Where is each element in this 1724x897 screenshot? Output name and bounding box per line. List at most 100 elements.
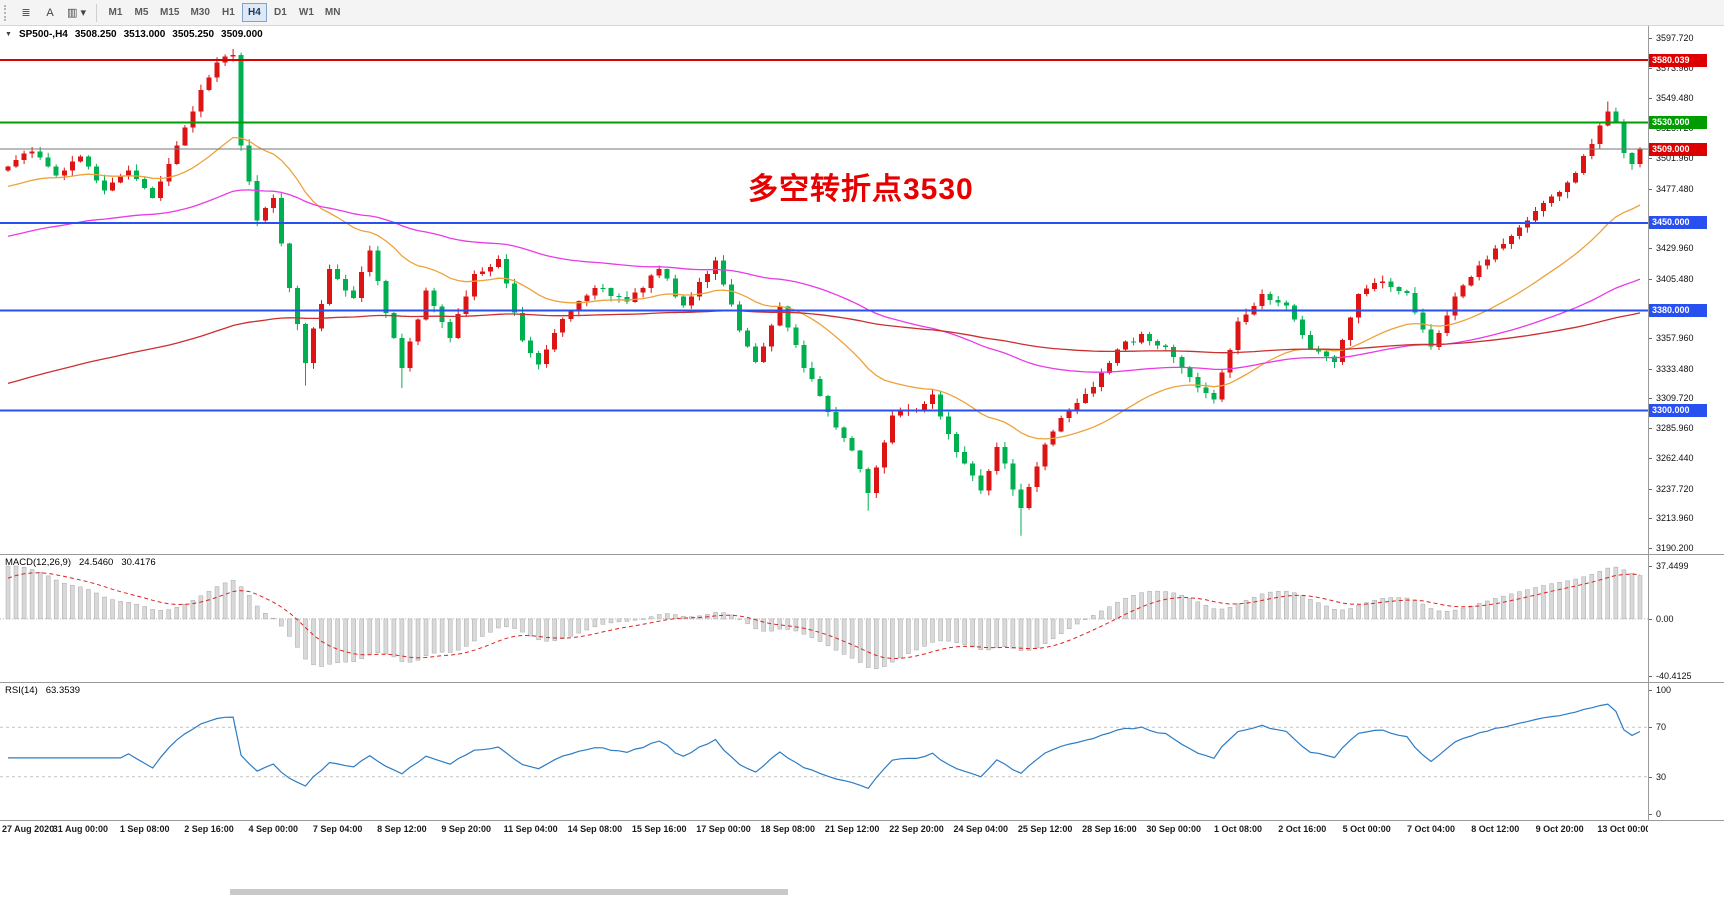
- date-label: 9 Oct 20:00: [1535, 824, 1584, 834]
- chart-type-button[interactable]: ▥ ▾: [67, 7, 86, 19]
- axis-tick: [1649, 157, 1652, 159]
- ohlc-low: 3505.250: [172, 29, 215, 40]
- timeframe-m5-button[interactable]: M5: [134, 7, 149, 18]
- rsi-axis-label: 0: [1656, 809, 1662, 819]
- price-axis-label: 3357.960: [1656, 333, 1694, 344]
- macd-axis-label: -40.4125: [1656, 671, 1692, 681]
- axis-tick: [1649, 188, 1652, 190]
- rsi-title: RSI(14): [5, 685, 38, 696]
- price-axis-label: 3477.480: [1656, 183, 1694, 194]
- rsi-axis-label: 70: [1656, 722, 1667, 733]
- price-level-tag: 3380.000: [1649, 304, 1707, 317]
- panel-splitter[interactable]: [0, 820, 1724, 821]
- price-axis-label: 3549.480: [1656, 93, 1694, 104]
- price-level-tag: 3530.000: [1649, 116, 1707, 130]
- price-axis-label: 3429.960: [1656, 242, 1694, 253]
- timeframe-h4-button[interactable]: H4: [241, 3, 267, 22]
- axis-tick: [1649, 676, 1652, 677]
- rsi-value: 63.3539: [45, 685, 81, 696]
- timeframe-m30-button[interactable]: M30: [190, 7, 210, 18]
- chart-canvas[interactable]: [0, 26, 1724, 821]
- ohlc-high: 3513.000: [123, 29, 166, 40]
- axis-tick: [1649, 814, 1652, 815]
- rsi-indicator-label: RSI(14) 63.3539: [5, 685, 80, 696]
- axis-tick: [1649, 368, 1652, 370]
- ohlc-open: 3508.250: [74, 29, 117, 40]
- axis-tick: [1649, 67, 1652, 69]
- timeframe-m15-button[interactable]: M15: [159, 7, 180, 18]
- chart-window[interactable]: ▼ SP500-,H4 3508.250 3513.000 3505.250 3…: [0, 26, 1724, 897]
- rsi-axis-label: 100: [1656, 685, 1672, 695]
- date-label: 8 Sep 12:00: [377, 824, 427, 834]
- axis-tick: [1649, 618, 1652, 620]
- price-axis[interactable]: 3597.7203573.9603549.4803525.7203501.960…: [1648, 26, 1724, 821]
- date-label: 22 Sep 20:00: [889, 824, 944, 834]
- timeframe-button-group: M1 M5 M15 M30 H1 H4 D1 W1 MN: [103, 3, 345, 22]
- current-price-tag: 3509.000: [1649, 142, 1707, 156]
- axis-tick: [1649, 548, 1652, 549]
- timeframe-mn-button[interactable]: MN: [324, 7, 341, 18]
- date-label: 2 Sep 16:00: [184, 824, 234, 834]
- rsi-axis-label: 30: [1656, 771, 1667, 782]
- date-label: 13 Oct 00:00: [1597, 824, 1648, 834]
- date-label: 7 Sep 04:00: [312, 824, 363, 834]
- price-axis-label: 3405.480: [1656, 273, 1694, 284]
- toolbar-grip[interactable]: [4, 4, 11, 21]
- date-label: 8 Oct 12:00: [1471, 824, 1520, 834]
- date-label: 28 Sep 16:00: [1082, 824, 1137, 834]
- macd-axis-label: 37.4499: [1656, 561, 1689, 571]
- main-toolbar: ≣ A ▥ ▾ M1 M5 M15 M30 H1 H4 D1 W1 MN: [0, 0, 1724, 26]
- price-level-tag: 3300.000: [1649, 404, 1707, 418]
- macd-title: MACD(12,26,9): [5, 557, 71, 568]
- price-axis-label: 3190.200: [1656, 543, 1694, 553]
- timeframe-d1-button[interactable]: D1: [273, 7, 287, 18]
- macd-signal-value: 30.4176: [121, 557, 156, 568]
- axis-tick: [1649, 566, 1652, 567]
- price-axis-label: 3213.960: [1656, 513, 1694, 524]
- time-axis[interactable]: 27 Aug 2020 31 Aug 00:00 1 Sep 08:00 2 Sep …: [0, 821, 1648, 839]
- axis-tick: [1649, 518, 1652, 520]
- date-label: 5 Oct 00:00: [1342, 824, 1391, 834]
- macd-axis-label: 0.00: [1656, 613, 1674, 624]
- panel-splitter[interactable]: [0, 682, 1724, 683]
- price-axis-label: 3237.720: [1656, 483, 1694, 494]
- axis-tick: [1649, 38, 1652, 39]
- date-label: 24 Sep 04:00: [953, 824, 1009, 834]
- axis-tick: [1649, 98, 1652, 100]
- date-label: 7 Oct 04:00: [1406, 824, 1456, 834]
- axis-tick: [1649, 398, 1652, 400]
- date-label: 9 Sep 20:00: [441, 824, 491, 834]
- date-label: 1 Oct 08:00: [1213, 824, 1263, 834]
- panel-splitter[interactable]: [0, 554, 1724, 555]
- axis-tick: [1649, 428, 1652, 430]
- price-level-tag: 3580.039: [1649, 53, 1707, 67]
- axis-tick: [1649, 457, 1652, 459]
- date-label: 14 Sep 08:00: [567, 824, 623, 834]
- text-tool-button[interactable]: A: [46, 6, 54, 19]
- date-label: 17 Sep 00:00: [696, 824, 751, 834]
- timeframe-h1-button[interactable]: H1: [221, 7, 235, 18]
- window-layout-button[interactable]: ≣: [21, 7, 31, 19]
- timeframe-m1-button[interactable]: M1: [108, 7, 123, 18]
- price-axis-label: 3501.960: [1656, 152, 1694, 163]
- axis-tick: [1649, 338, 1652, 340]
- collapse-arrow-icon[interactable]: ▼: [5, 31, 12, 38]
- tool-button-group: ≣ A ▥ ▾: [15, 3, 90, 23]
- price-axis-label: 3285.960: [1656, 423, 1694, 434]
- toolbar-separator: [95, 3, 97, 22]
- price-level-tag: 3450.000: [1649, 216, 1707, 230]
- timeframe-w1-button[interactable]: W1: [298, 7, 314, 18]
- date-label: 25 Sep 12:00: [1017, 824, 1073, 834]
- macd-indicator-label: MACD(12,26,9) 24.5460 30.4176: [5, 557, 156, 568]
- date-label: 1 Sep 08:00: [119, 824, 170, 834]
- date-label: 31 Aug 00:00: [52, 824, 108, 834]
- date-label: 2 Oct 16:00: [1278, 824, 1327, 834]
- axis-tick: [1649, 278, 1652, 280]
- date-label: 21 Sep 12:00: [824, 824, 880, 834]
- ohlc-close: 3509.000: [221, 29, 263, 40]
- chart-annotation-text: 多空转折点3530: [748, 173, 974, 206]
- date-label: 15 Sep 16:00: [631, 824, 687, 834]
- date-label: 4 Sep 00:00: [248, 824, 299, 834]
- macd-main-value: 24.5460: [79, 557, 114, 568]
